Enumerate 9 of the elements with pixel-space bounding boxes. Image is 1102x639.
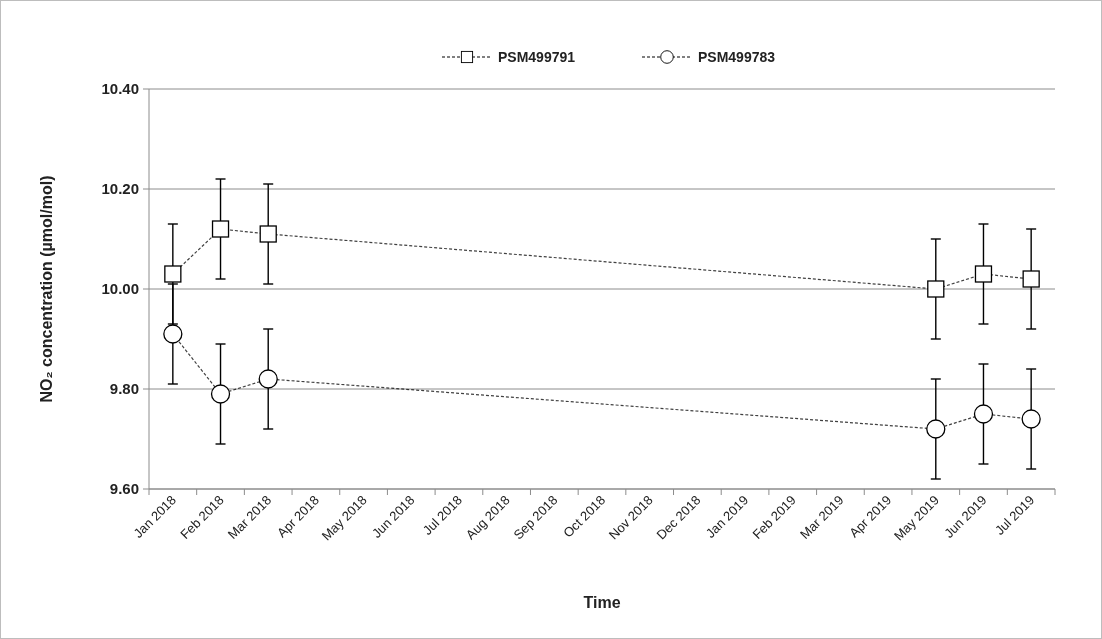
- y-tick-label: 10.00: [101, 280, 139, 298]
- x-axis-title: Time: [583, 594, 621, 611]
- y-tick-label: 9.60: [109, 480, 139, 498]
- legend-label: PSM499783: [698, 48, 776, 65]
- y-tick-label: 9.80: [109, 380, 139, 398]
- y-tick-label: 10.20: [101, 180, 139, 198]
- y-axis-title: NO₂ concentration (µmol/mol): [38, 175, 55, 403]
- y-tick-label: 10.40: [101, 80, 139, 98]
- legend-label: PSM499791: [498, 48, 576, 65]
